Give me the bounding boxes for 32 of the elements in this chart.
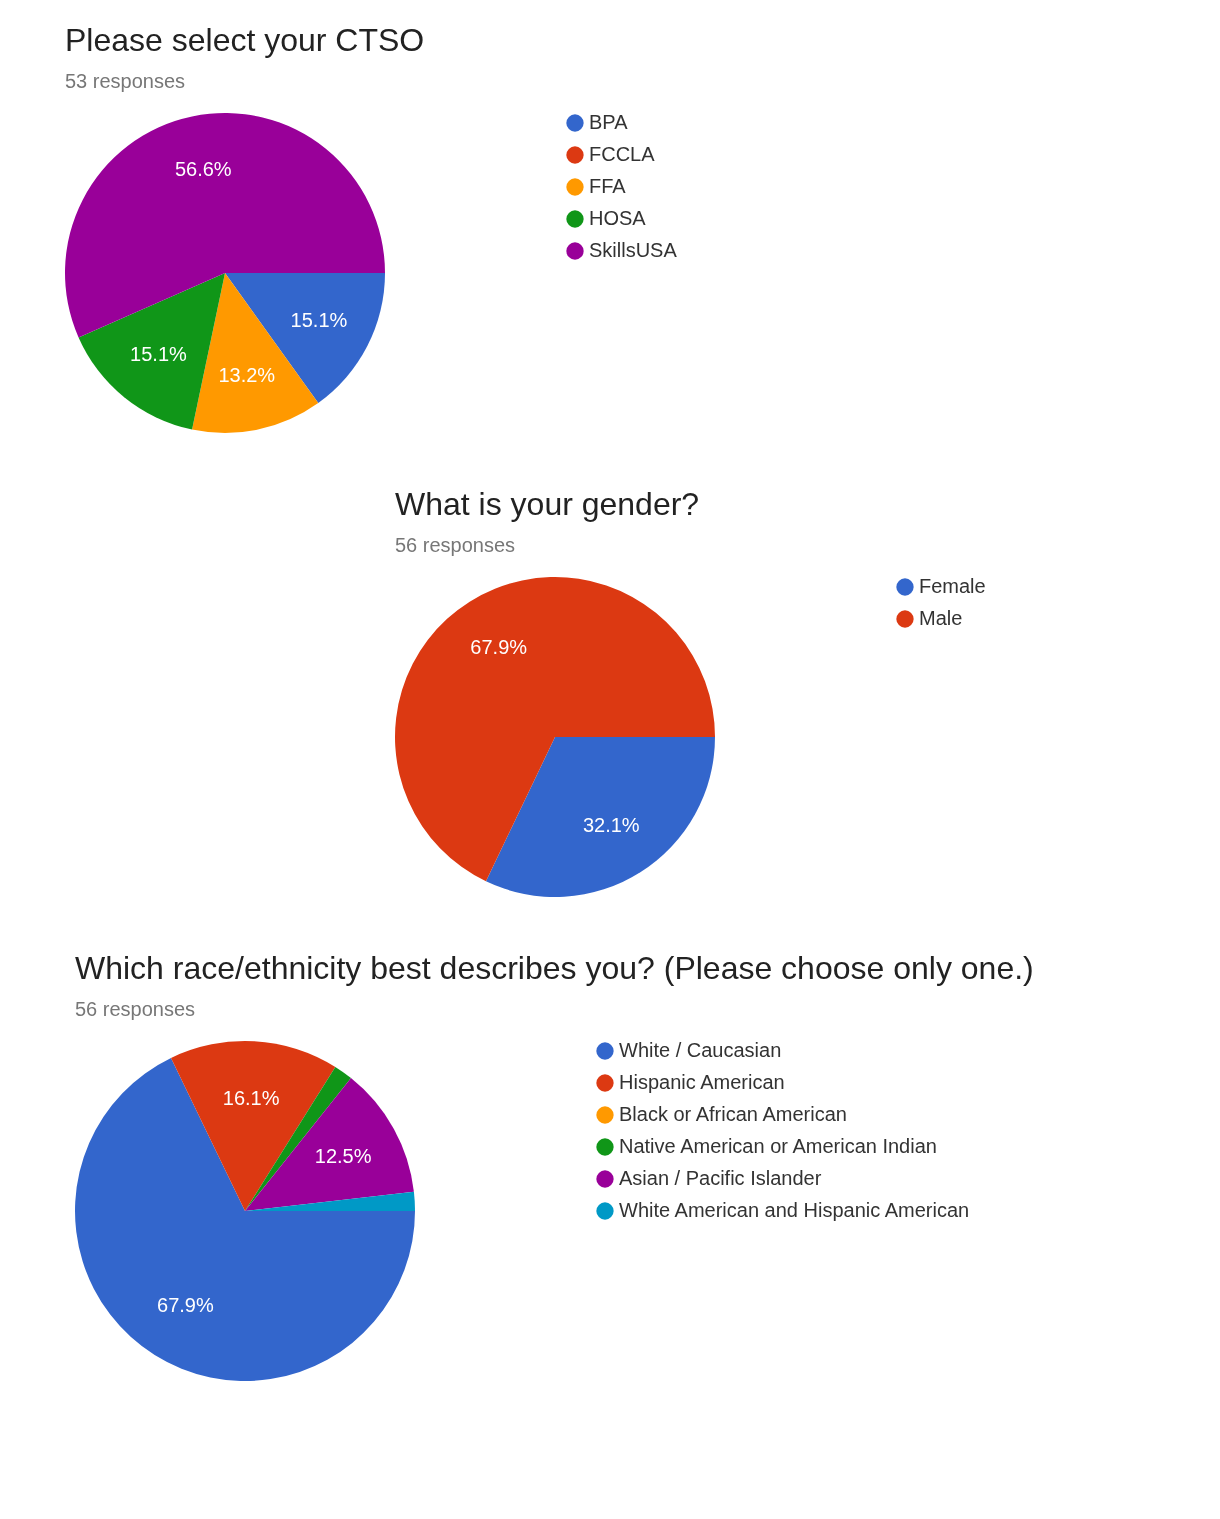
- chart-subtitle: 56 responses: [75, 998, 196, 1020]
- legend-label: Native American or American Indian: [619, 1135, 937, 1157]
- chart-title: Please select your CTSO: [65, 22, 425, 58]
- pie-slice: [75, 1057, 415, 1381]
- legend-label: Asian / Pacific Islander: [619, 1167, 822, 1189]
- legend-label: BPA: [589, 111, 629, 133]
- legend-label: SkillsUSA: [589, 239, 678, 261]
- pie-slice: [65, 113, 385, 338]
- data-label: 15.1%: [290, 309, 348, 332]
- legend-label: White / Caucasian: [619, 1039, 782, 1061]
- chart-title: Which race/ethnicity best describes you? (Please choose only one.): [75, 950, 1034, 986]
- legend-label: Female: [919, 575, 986, 597]
- data-label: 12.5%: [314, 1144, 372, 1167]
- data-label: 56.6%: [174, 157, 232, 180]
- legend-label: FFA: [589, 175, 627, 197]
- legend-label: FCCLA: [589, 143, 656, 165]
- pie-slice: [395, 577, 715, 882]
- legend-label: Hispanic American: [619, 1071, 785, 1093]
- legend-label: Black or African American: [619, 1103, 847, 1125]
- legend-label: HOSA: [589, 207, 647, 229]
- chart-title: What is your gender?: [395, 486, 700, 522]
- data-label: 13.2%: [218, 364, 276, 387]
- data-label: 32.1%: [582, 814, 640, 837]
- pie-slice: [485, 737, 715, 897]
- data-label: 67.9%: [470, 635, 528, 658]
- chart-subtitle: 53 responses: [65, 70, 186, 92]
- data-label: 67.9%: [157, 1294, 214, 1317]
- chart-subtitle: 56 responses: [395, 534, 516, 556]
- legend-label: White American and Hispanic American: [619, 1199, 970, 1221]
- data-label: 15.1%: [130, 343, 188, 365]
- data-label: 16.1%: [222, 1086, 280, 1109]
- legend-label: Male: [919, 607, 963, 629]
